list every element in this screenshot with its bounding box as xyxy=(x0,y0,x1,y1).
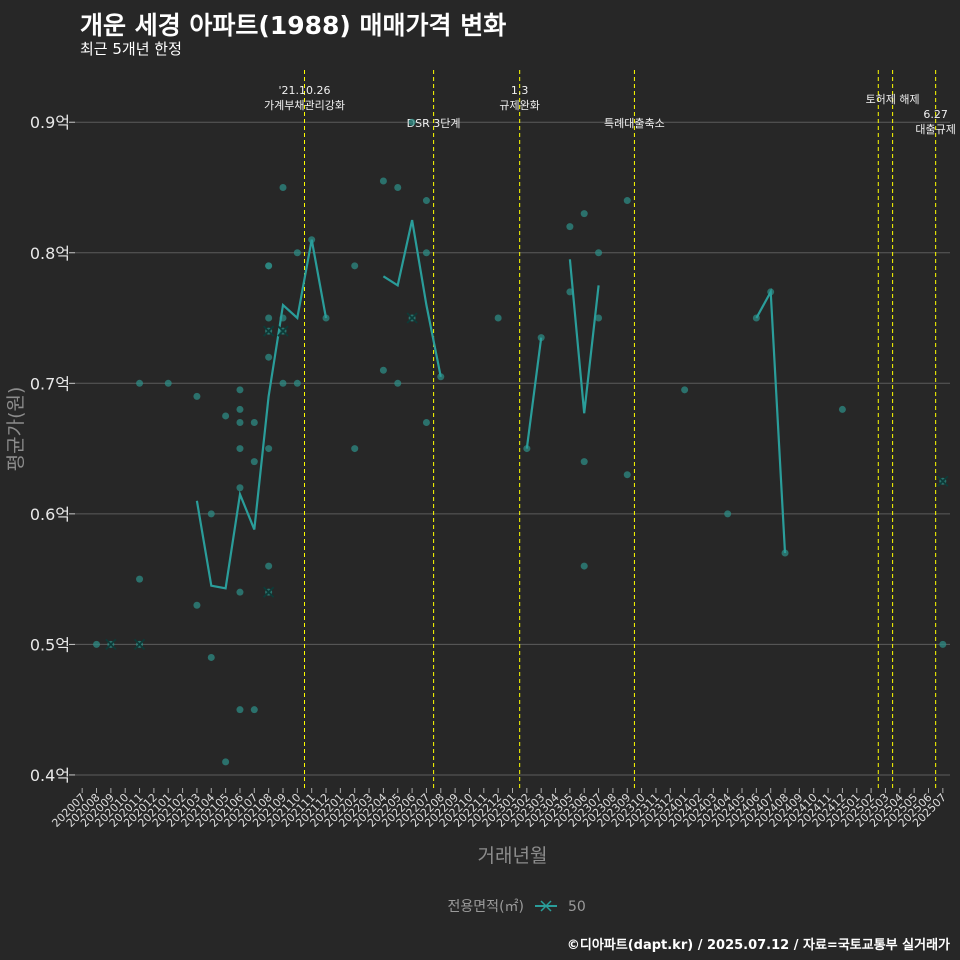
cross-stroke xyxy=(263,325,275,337)
data-point xyxy=(207,510,215,518)
event-annotation: 1.3 규제완화 xyxy=(499,84,539,112)
data-point xyxy=(566,288,574,296)
data-point xyxy=(279,183,287,191)
legend-entry: 50 xyxy=(568,899,586,915)
event-annotation: '21.10.26 가계부채관리강화 xyxy=(264,84,345,112)
event-annotation: 토허제 해제 xyxy=(866,92,920,106)
data-point xyxy=(265,445,273,453)
data-point xyxy=(222,412,230,420)
data-point xyxy=(566,223,574,231)
cross-marker xyxy=(263,325,275,337)
data-point xyxy=(580,458,588,466)
data-point xyxy=(351,262,359,270)
cross-stroke xyxy=(105,638,117,651)
data-point xyxy=(939,640,947,648)
series-line xyxy=(525,337,543,449)
cross-stroke xyxy=(937,475,949,487)
series-line xyxy=(755,287,787,554)
cross-marker xyxy=(406,312,418,324)
x-axis-label: 거래년월 xyxy=(478,845,548,867)
data-point xyxy=(494,314,502,322)
cross-stroke xyxy=(263,586,275,598)
data-point xyxy=(681,386,689,394)
series-line xyxy=(568,259,600,414)
cross-stroke xyxy=(277,325,289,337)
legend-cross xyxy=(540,900,552,912)
cross-marker xyxy=(277,325,289,337)
data-point xyxy=(93,640,101,648)
data-point xyxy=(250,458,258,466)
data-point xyxy=(379,366,387,374)
cross-stroke xyxy=(133,638,146,651)
y-tick-label: 0.4억 xyxy=(30,766,70,785)
data-point xyxy=(351,445,359,453)
data-point xyxy=(623,471,631,479)
event-annotation: DSR 3단계 xyxy=(407,117,461,130)
data-point xyxy=(623,197,631,205)
data-point xyxy=(422,197,430,205)
data-point xyxy=(193,392,201,400)
data-point xyxy=(293,249,301,257)
data-point xyxy=(293,379,301,387)
y-axis-label: 평균가(원) xyxy=(5,387,27,472)
series-line xyxy=(195,239,328,590)
data-point xyxy=(236,484,244,492)
data-point xyxy=(265,562,273,570)
data-point xyxy=(136,575,144,583)
data-point xyxy=(164,379,172,387)
data-point xyxy=(838,405,846,413)
data-point xyxy=(265,262,273,270)
y-tick-label: 0.5억 xyxy=(30,635,70,654)
cross-marker xyxy=(133,638,146,651)
data-point xyxy=(408,118,416,126)
data-point xyxy=(193,601,201,609)
data-point xyxy=(265,314,273,322)
series-line xyxy=(382,219,442,378)
data-point xyxy=(236,588,244,596)
event-annotation: 특례대출축소 xyxy=(604,117,665,130)
data-point xyxy=(236,418,244,426)
data-point xyxy=(379,177,387,185)
y-tick-label: 0.6억 xyxy=(30,505,70,524)
cross-stroke xyxy=(406,312,418,324)
y-tick-label: 0.7억 xyxy=(30,374,70,393)
data-point xyxy=(580,562,588,570)
data-point xyxy=(250,418,258,426)
cross-marker xyxy=(105,638,117,651)
cross-marker xyxy=(263,586,275,598)
data-point xyxy=(236,706,244,714)
data-point xyxy=(595,314,603,322)
data-point xyxy=(394,379,402,387)
data-point xyxy=(580,210,588,218)
cross-marker xyxy=(937,475,949,487)
legend-title: 전용면적(㎡) xyxy=(448,899,524,915)
data-point xyxy=(236,386,244,394)
data-point xyxy=(422,249,430,257)
data-point xyxy=(207,653,215,661)
chart-subtitle: 최근 5개년 한정 xyxy=(80,40,182,58)
event-annotation: 6.27 대출규제 xyxy=(915,108,955,136)
data-point xyxy=(394,183,402,191)
data-point xyxy=(136,379,144,387)
y-tick-label: 0.9억 xyxy=(30,113,70,132)
y-tick-label: 0.8억 xyxy=(30,244,70,263)
data-point xyxy=(781,549,789,557)
data-point xyxy=(265,353,273,361)
data-point xyxy=(422,418,430,426)
data-point xyxy=(724,510,732,518)
data-point xyxy=(322,314,330,322)
chart-title: 개운 세경 아파트(1988) 매매가격 변화 xyxy=(80,11,507,40)
data-point xyxy=(236,445,244,453)
data-point xyxy=(595,249,603,257)
data-point xyxy=(236,405,244,413)
data-point xyxy=(279,379,287,387)
source-footer: ©디아파트(dapt.kr) / 2025.07.12 / 자료=국토교통부 실… xyxy=(566,938,950,953)
data-point xyxy=(250,706,258,714)
data-point xyxy=(222,758,230,766)
